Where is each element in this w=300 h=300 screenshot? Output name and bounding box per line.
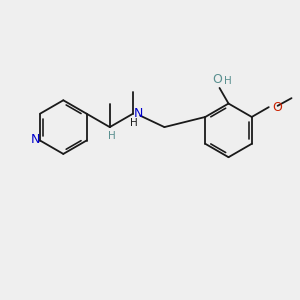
Text: H: H xyxy=(130,118,138,128)
Text: N: N xyxy=(134,107,143,120)
Text: O: O xyxy=(212,73,222,86)
Text: H: H xyxy=(107,131,115,141)
Text: O: O xyxy=(272,100,282,114)
Text: N: N xyxy=(31,133,40,146)
Text: H: H xyxy=(224,76,232,86)
